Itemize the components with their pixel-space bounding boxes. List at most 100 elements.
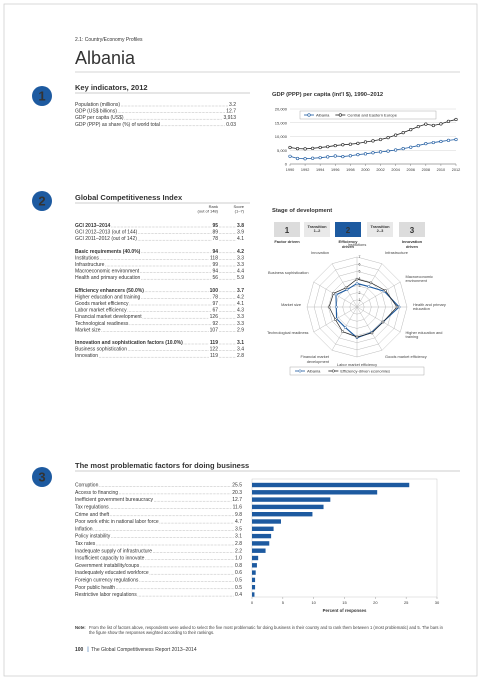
row-value: 3.2 xyxy=(229,102,236,108)
point xyxy=(341,143,345,147)
stage-title: Stage of development xyxy=(272,208,332,214)
note-label: Note: xyxy=(75,625,86,630)
r-tick-label: 3 xyxy=(359,284,361,288)
chart-title: GDP (PPP) per capita (int'l $), 1990–201… xyxy=(272,92,383,98)
axis-label: Market size xyxy=(281,302,301,307)
stage-box xyxy=(399,222,425,237)
row-value: 78 xyxy=(212,294,218,300)
row-value: 0.5 xyxy=(235,585,242,591)
point xyxy=(446,138,451,142)
row-value: 4.2 xyxy=(237,294,244,300)
r-tick-label: 5 xyxy=(359,269,361,273)
row-value: 4.4 xyxy=(237,269,244,275)
legend-label: Central and Eastern Europe xyxy=(347,113,397,118)
row-label: Market size xyxy=(75,327,101,333)
point xyxy=(326,155,330,159)
point xyxy=(431,140,435,145)
axis-label: Labor market efficiency xyxy=(336,362,378,367)
row-label: GDP (US$ billions) xyxy=(75,109,117,115)
row-value: 2.8 xyxy=(237,353,244,359)
bar xyxy=(252,563,257,568)
spoke xyxy=(356,281,401,308)
column-header: Rank xyxy=(209,204,218,209)
row-label: Inadequately educated workforce xyxy=(75,570,149,576)
point xyxy=(439,139,443,144)
row-value: 0.4 xyxy=(235,592,242,598)
x-tick-label: 2004 xyxy=(391,168,399,172)
x-tick-label: 2002 xyxy=(376,168,384,172)
row-label: Poor public health xyxy=(75,585,115,591)
spoke xyxy=(331,263,358,308)
point xyxy=(424,142,428,146)
x-tick-label: 1998 xyxy=(346,168,354,172)
bar xyxy=(252,490,378,495)
x-tick-label: 1994 xyxy=(316,168,324,172)
row-value: 107 xyxy=(210,327,219,333)
point xyxy=(386,136,390,140)
row-value: 3.7 xyxy=(237,288,244,294)
row-value: 118 xyxy=(210,255,218,261)
point xyxy=(371,139,375,143)
point xyxy=(416,143,420,148)
point xyxy=(288,145,292,150)
row-value: 4.1 xyxy=(237,236,244,242)
spoke xyxy=(331,306,358,351)
bar xyxy=(252,555,259,561)
section-title: The most problematic factors for doing b… xyxy=(75,461,249,470)
legend-marker xyxy=(331,369,335,373)
row-value: 89 xyxy=(212,230,218,236)
note-text: From the list of factors above, responde… xyxy=(89,625,443,635)
section-number: 3 xyxy=(38,470,45,485)
row-label: Basic requirements (40.0%) xyxy=(75,249,141,255)
row-value: 4.2 xyxy=(237,249,244,255)
row-value: 122 xyxy=(210,347,219,353)
point xyxy=(295,156,300,161)
point xyxy=(454,137,458,142)
stage-label: Efficiency driven xyxy=(338,239,358,249)
row-label: Business sophistication xyxy=(75,347,127,353)
point xyxy=(326,145,330,149)
point xyxy=(348,142,352,146)
row-value: 67 xyxy=(212,308,218,314)
row-value: 119 xyxy=(210,353,218,359)
stage-label: Transition 2–3 xyxy=(370,223,390,234)
row-label: Technological readiness xyxy=(75,321,129,327)
section-badge xyxy=(32,86,52,106)
radar-point xyxy=(343,326,347,329)
point xyxy=(303,157,307,161)
x-tick-label: 1990 xyxy=(286,168,294,172)
row-label: Labor market efficiency xyxy=(75,308,127,314)
point xyxy=(446,119,451,123)
footer-page: 100 xyxy=(75,647,84,653)
point xyxy=(311,156,315,160)
bar xyxy=(252,482,410,488)
radar-point xyxy=(341,330,345,334)
point xyxy=(409,145,413,149)
section-number: 1 xyxy=(38,89,45,104)
x-tick-label: 1996 xyxy=(331,168,339,172)
row-label: Access to financing xyxy=(75,490,118,496)
row-value: 78 xyxy=(212,236,218,242)
radar-point xyxy=(332,292,335,295)
point xyxy=(356,153,360,157)
legend-label: Albania xyxy=(307,369,321,374)
point xyxy=(378,137,383,142)
row-label: Goods market efficiency xyxy=(75,301,129,307)
column-header: Score xyxy=(234,204,245,209)
stage-label: Innovation driven xyxy=(401,239,423,249)
row-label: Inefficient government bureaucracy xyxy=(75,497,154,503)
page-title: Albania xyxy=(75,48,136,68)
point xyxy=(371,151,375,155)
legend-label: Albania xyxy=(316,113,330,118)
radar-point xyxy=(370,331,374,335)
x-tick-label: 25 xyxy=(404,600,409,605)
section-label: 2.1: Country/Economy Profiles xyxy=(75,37,143,43)
y-tick-label: 20,000 xyxy=(275,107,288,112)
point xyxy=(288,154,292,158)
row-value: 4.1 xyxy=(237,301,244,307)
row-value: 3.8 xyxy=(237,223,244,229)
radar-point xyxy=(384,289,387,292)
column-header: (1–7) xyxy=(235,209,245,214)
row-value: 3,913 xyxy=(223,115,236,121)
